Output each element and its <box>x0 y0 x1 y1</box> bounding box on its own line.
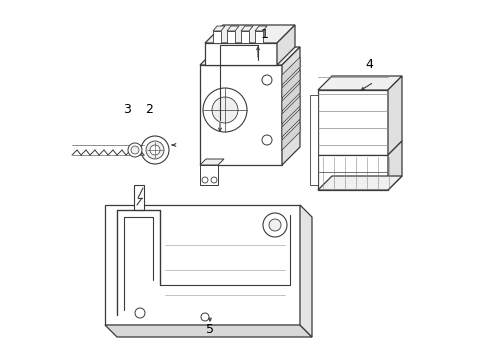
Polygon shape <box>282 57 299 85</box>
Polygon shape <box>213 31 221 43</box>
Polygon shape <box>226 31 235 43</box>
Circle shape <box>212 97 238 123</box>
Polygon shape <box>200 165 218 185</box>
Circle shape <box>141 136 169 164</box>
Circle shape <box>268 219 281 231</box>
Polygon shape <box>241 31 248 43</box>
Circle shape <box>146 141 163 159</box>
Polygon shape <box>317 76 401 90</box>
Polygon shape <box>282 47 299 165</box>
Polygon shape <box>105 205 299 325</box>
Polygon shape <box>200 47 299 65</box>
Polygon shape <box>282 70 299 98</box>
Polygon shape <box>226 26 239 31</box>
Polygon shape <box>282 83 299 111</box>
Text: 3: 3 <box>123 103 131 116</box>
Text: 1: 1 <box>261 28 268 41</box>
Polygon shape <box>254 26 266 31</box>
Polygon shape <box>134 185 143 210</box>
Circle shape <box>210 177 217 183</box>
Polygon shape <box>254 31 263 43</box>
Polygon shape <box>200 159 224 165</box>
Polygon shape <box>317 176 401 190</box>
Polygon shape <box>276 25 294 65</box>
Text: 5: 5 <box>206 323 214 336</box>
Text: 2: 2 <box>145 103 153 116</box>
Circle shape <box>203 88 246 132</box>
Polygon shape <box>387 141 401 190</box>
Circle shape <box>262 135 271 145</box>
Polygon shape <box>282 109 299 137</box>
Text: 4: 4 <box>365 58 372 71</box>
Polygon shape <box>241 26 252 31</box>
Circle shape <box>262 75 271 85</box>
Circle shape <box>135 308 145 318</box>
Polygon shape <box>213 26 224 31</box>
Polygon shape <box>317 155 387 190</box>
Polygon shape <box>387 76 401 155</box>
Polygon shape <box>309 95 317 185</box>
Polygon shape <box>299 205 311 337</box>
Polygon shape <box>317 90 387 155</box>
Polygon shape <box>105 325 311 337</box>
Circle shape <box>150 145 160 155</box>
Circle shape <box>128 143 142 157</box>
Polygon shape <box>204 25 294 43</box>
Circle shape <box>263 213 286 237</box>
Polygon shape <box>200 65 282 165</box>
Polygon shape <box>282 122 299 150</box>
Polygon shape <box>204 43 276 65</box>
Circle shape <box>202 177 207 183</box>
Polygon shape <box>282 96 299 124</box>
Circle shape <box>201 313 208 321</box>
Circle shape <box>131 146 139 154</box>
